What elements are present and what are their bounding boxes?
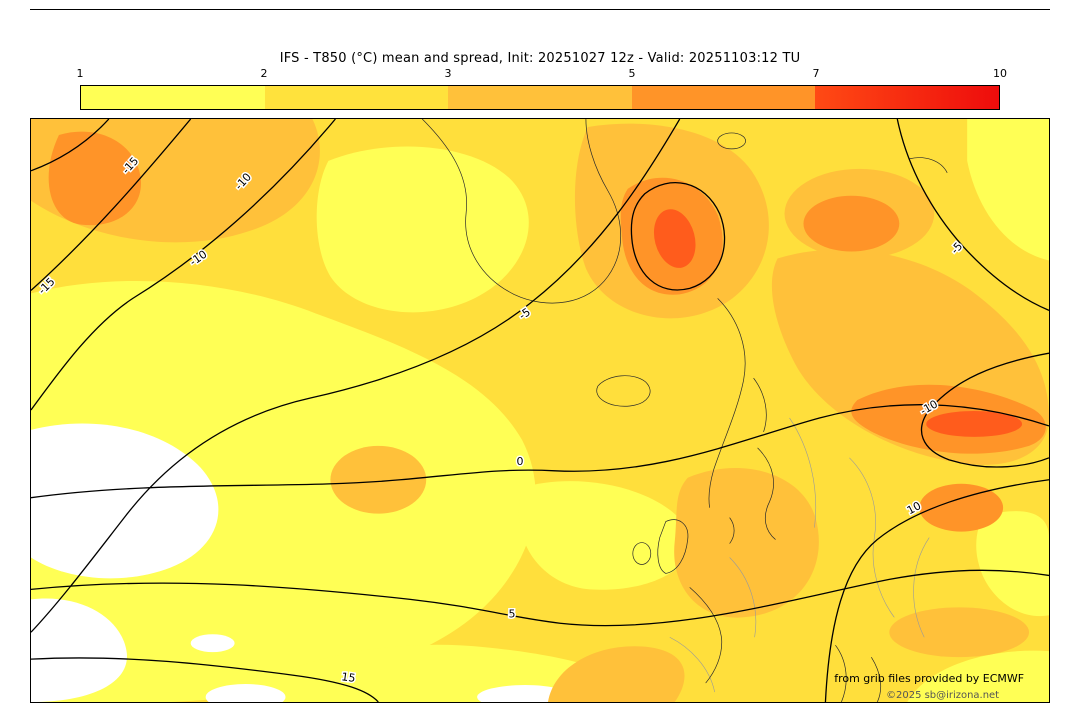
coastline-greenland xyxy=(421,119,621,304)
colorbar-tick: 10 xyxy=(993,67,1007,80)
coastline-arctic-isles xyxy=(909,157,948,173)
border-line xyxy=(849,457,895,618)
border-line xyxy=(913,537,930,638)
coastlines xyxy=(421,119,948,702)
spread-region xyxy=(316,146,529,313)
spread-region xyxy=(205,684,286,702)
border-line xyxy=(669,636,715,693)
coastline-italy xyxy=(835,644,847,702)
coastline-bothnia xyxy=(753,377,767,433)
coastline-baltic xyxy=(757,447,776,540)
colorbar-tick: 1 xyxy=(76,67,84,80)
spread-region xyxy=(31,280,536,702)
colorbar-tick: 2 xyxy=(260,67,268,80)
coastline-svalbard xyxy=(717,132,746,150)
spread-region xyxy=(31,598,127,702)
spread-level5-regions xyxy=(653,209,1023,437)
contour-line xyxy=(31,119,681,633)
spread-region xyxy=(919,483,1004,532)
contour-line xyxy=(896,119,1049,311)
colorbar-tick: 5 xyxy=(628,67,636,80)
colorbar-tick: 3 xyxy=(444,67,452,80)
coastline-ireland xyxy=(632,542,652,565)
spread-region xyxy=(926,410,1023,437)
coastline-west-europe xyxy=(689,587,723,684)
spread-level1-regions xyxy=(31,119,1049,702)
contour-line xyxy=(31,119,192,291)
spread-region xyxy=(967,119,1049,261)
contour-label: 0 xyxy=(517,455,524,468)
colorbar-tick: 7 xyxy=(812,67,820,80)
colorbar xyxy=(80,85,1000,110)
attribution: from grib files provided by ECMWF ©2025 … xyxy=(834,672,1024,701)
colorbar-ticks: 1 2 3 5 7 10 xyxy=(76,67,1008,81)
chart-title: IFS - T850 (°C) mean and spread, Init: 2… xyxy=(279,51,801,66)
coastline-denmark xyxy=(729,517,735,544)
spread-region xyxy=(330,445,427,514)
temperature-contours xyxy=(31,119,1049,702)
colorbar-segment xyxy=(815,86,999,109)
spread-region xyxy=(518,481,692,590)
top-border-line xyxy=(30,9,1050,10)
spread-region xyxy=(889,607,1030,658)
colorbar-segment xyxy=(448,86,632,109)
attribution-copyright: ©2025 sb@irizona.net xyxy=(886,690,999,701)
spread-region xyxy=(653,209,696,268)
contour-line xyxy=(31,119,336,411)
coastline-scandinavia xyxy=(708,298,746,508)
spread-region xyxy=(48,131,142,226)
country-borders xyxy=(669,417,930,693)
spread-region xyxy=(547,646,685,702)
spread-region xyxy=(31,423,219,579)
colorbar-segment xyxy=(264,86,449,109)
colorbar-segment xyxy=(81,86,265,109)
spread-region xyxy=(976,511,1049,617)
contour-line xyxy=(920,352,1049,468)
contour-line xyxy=(31,657,379,702)
spread-region xyxy=(907,650,1049,702)
contour-line xyxy=(630,181,726,291)
border-line xyxy=(729,557,757,638)
spread-below1-regions xyxy=(31,423,573,702)
spread-region xyxy=(803,195,900,252)
map-canvas: -15 -15 -10 -10 -5 -5 -10 0 5 10 15 from… xyxy=(31,119,1049,702)
contour-line xyxy=(31,119,110,172)
map-region: -15 -15 -10 -10 -5 -5 -10 0 5 10 15 from… xyxy=(30,118,1050,703)
contour-label: 15 xyxy=(341,670,357,685)
coastline-britain xyxy=(657,519,689,574)
contour-label: 5 xyxy=(509,607,516,620)
spread-region xyxy=(674,468,819,618)
contour-line xyxy=(31,404,1049,499)
colorbar-segment xyxy=(631,86,816,109)
spread-region xyxy=(190,634,235,653)
contour-line xyxy=(31,569,1049,627)
coastline-iceland xyxy=(596,375,651,407)
contour-line xyxy=(824,479,1049,702)
attribution-source: from grib files provided by ECMWF xyxy=(834,672,1024,685)
border-line xyxy=(789,417,817,528)
coastline-adriatic xyxy=(871,656,882,702)
